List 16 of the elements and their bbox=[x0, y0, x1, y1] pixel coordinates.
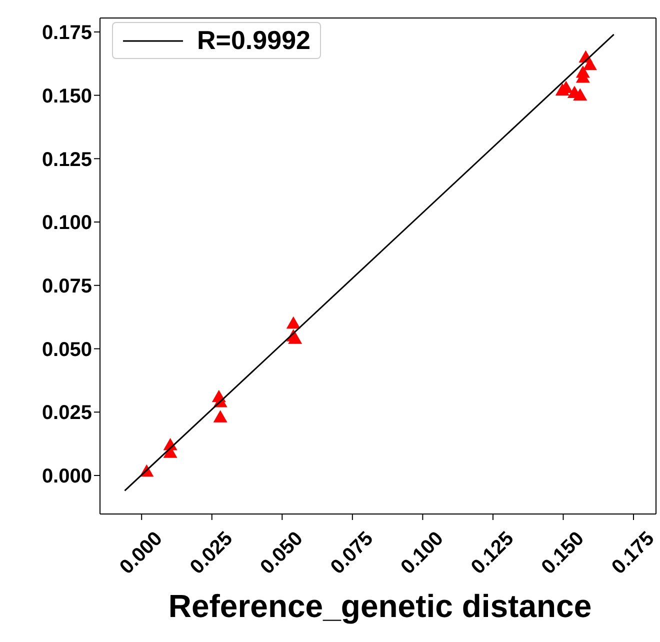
point bbox=[286, 316, 300, 329]
y-tick-label: 0.025 bbox=[42, 402, 92, 424]
point bbox=[582, 58, 597, 70]
y-tick-label: 0.075 bbox=[42, 275, 92, 298]
y-tick-label: 0.000 bbox=[42, 466, 92, 488]
point bbox=[213, 410, 228, 422]
point bbox=[573, 88, 588, 101]
y-tick-label: 0.125 bbox=[42, 148, 92, 171]
y-tick-label: 0.100 bbox=[42, 212, 92, 234]
x-axis-title: Reference_genetic distance bbox=[167, 588, 593, 625]
y-tick-label: 0.175 bbox=[42, 22, 92, 44]
point bbox=[288, 332, 302, 344]
point bbox=[576, 65, 590, 78]
legend-label: R=0.9992 bbox=[197, 25, 310, 56]
y-tick-label: 0.050 bbox=[42, 338, 92, 361]
y-tick-label: 0.150 bbox=[42, 85, 92, 108]
